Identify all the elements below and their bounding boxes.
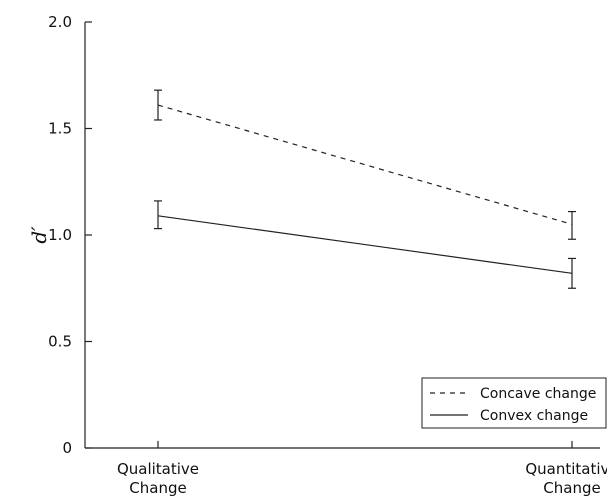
x-tick-label-line: Quantitative — [525, 460, 607, 478]
y-tick-label: 1.5 — [48, 120, 72, 138]
y-tick-label: 2.0 — [48, 13, 72, 31]
y-tick-label: 0.5 — [48, 333, 72, 351]
x-tick-label-line: Qualitative — [117, 460, 199, 478]
series-layer — [154, 89, 576, 289]
y-tick-label: 1.0 — [48, 226, 72, 244]
y-axis-title: d′ — [27, 226, 51, 244]
legend-label: Convex change — [480, 408, 588, 424]
x-tick-label-line: Change — [543, 479, 600, 497]
x-tick-label: QuantitativeChange — [525, 460, 607, 497]
legend-label: Concave change — [480, 386, 596, 402]
y-tick-label: 0 — [62, 439, 72, 457]
series-line-convex-change — [157, 215, 573, 274]
legend: Concave change Convex change — [421, 377, 607, 429]
x-tick-label-line: Change — [129, 479, 186, 497]
x-tick-label: Qualitative Change — [117, 460, 199, 497]
legend-box — [421, 377, 607, 429]
series-line-concave-change — [157, 104, 573, 225]
